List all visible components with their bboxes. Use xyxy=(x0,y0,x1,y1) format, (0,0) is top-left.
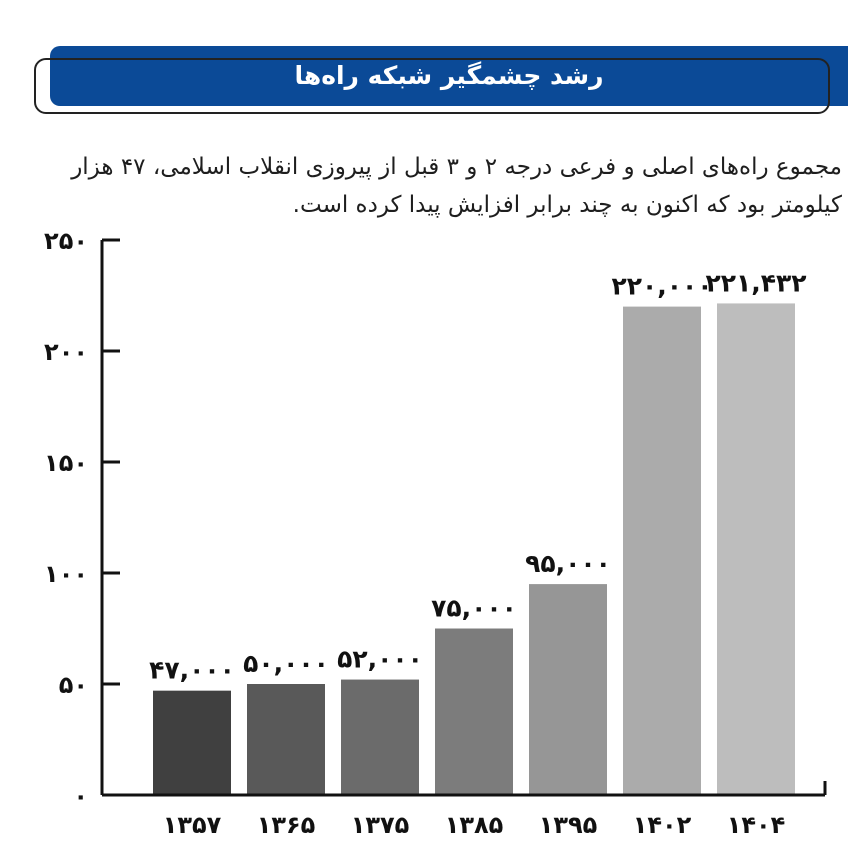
x-tick-label: ۱۳۸۵ xyxy=(445,811,504,839)
axis-layer xyxy=(100,238,827,797)
bar-value-label: ۲۲۱,۴۳۲ xyxy=(705,268,806,297)
y-tick-label: ۱۰۰ xyxy=(44,560,88,588)
bar-value-label: ۲۲۰,۰۰۰ xyxy=(611,272,712,301)
bar-value-label: ۵۲,۰۰۰ xyxy=(337,645,423,674)
bar xyxy=(247,684,325,795)
labels-layer: ۰ ۵۰ ۱۰۰ ۱۵۰ ۲۰۰ ۲۵۰ ۴۷,۰۰۰ ۱۳۵۷ ۵۰,۰۰۰ ۱۳۶۵ ۵۲,۰۰… xyxy=(44,227,806,839)
x-tick-label: ۱۴۰۲ xyxy=(633,811,692,839)
y-tick-label: ۵۰ xyxy=(59,671,88,699)
y-tick-label: ۲۰۰ xyxy=(44,338,88,366)
x-tick-label: ۱۳۵۷ xyxy=(163,811,222,839)
bar xyxy=(435,628,513,795)
bar xyxy=(623,306,701,795)
bar xyxy=(717,303,795,795)
bar xyxy=(153,690,231,795)
y-tick-label: ۱۵۰ xyxy=(44,449,88,477)
title-frame xyxy=(34,58,830,114)
title-bar xyxy=(50,46,848,106)
bar xyxy=(341,679,419,795)
bar xyxy=(529,584,607,795)
x-tick-label: ۱۳۶۵ xyxy=(257,811,316,839)
bar-value-label: ۵۰,۰۰۰ xyxy=(243,649,329,678)
y-tick-label: ۲۵۰ xyxy=(44,227,88,255)
bars-layer xyxy=(153,303,795,795)
x-tick-label: ۱۳۹۵ xyxy=(539,811,598,839)
chart-subtitle: مجموع راه‌های اصلی و فرعی درجه ۲ و ۳ قبل… xyxy=(71,154,842,218)
x-tick-label: ۱۳۷۵ xyxy=(351,811,410,839)
bar-value-label: ۴۷,۰۰۰ xyxy=(149,656,235,685)
y-tick-label: ۰ xyxy=(73,782,88,810)
x-tick-label: ۱۴۰۴ xyxy=(727,811,786,839)
bar-value-label: ۷۵,۰۰۰ xyxy=(431,594,517,623)
bar-value-label: ۹۵,۰۰۰ xyxy=(525,549,611,578)
chart-title: رشد چشمگیر شبکه راه‌ها xyxy=(294,61,604,90)
